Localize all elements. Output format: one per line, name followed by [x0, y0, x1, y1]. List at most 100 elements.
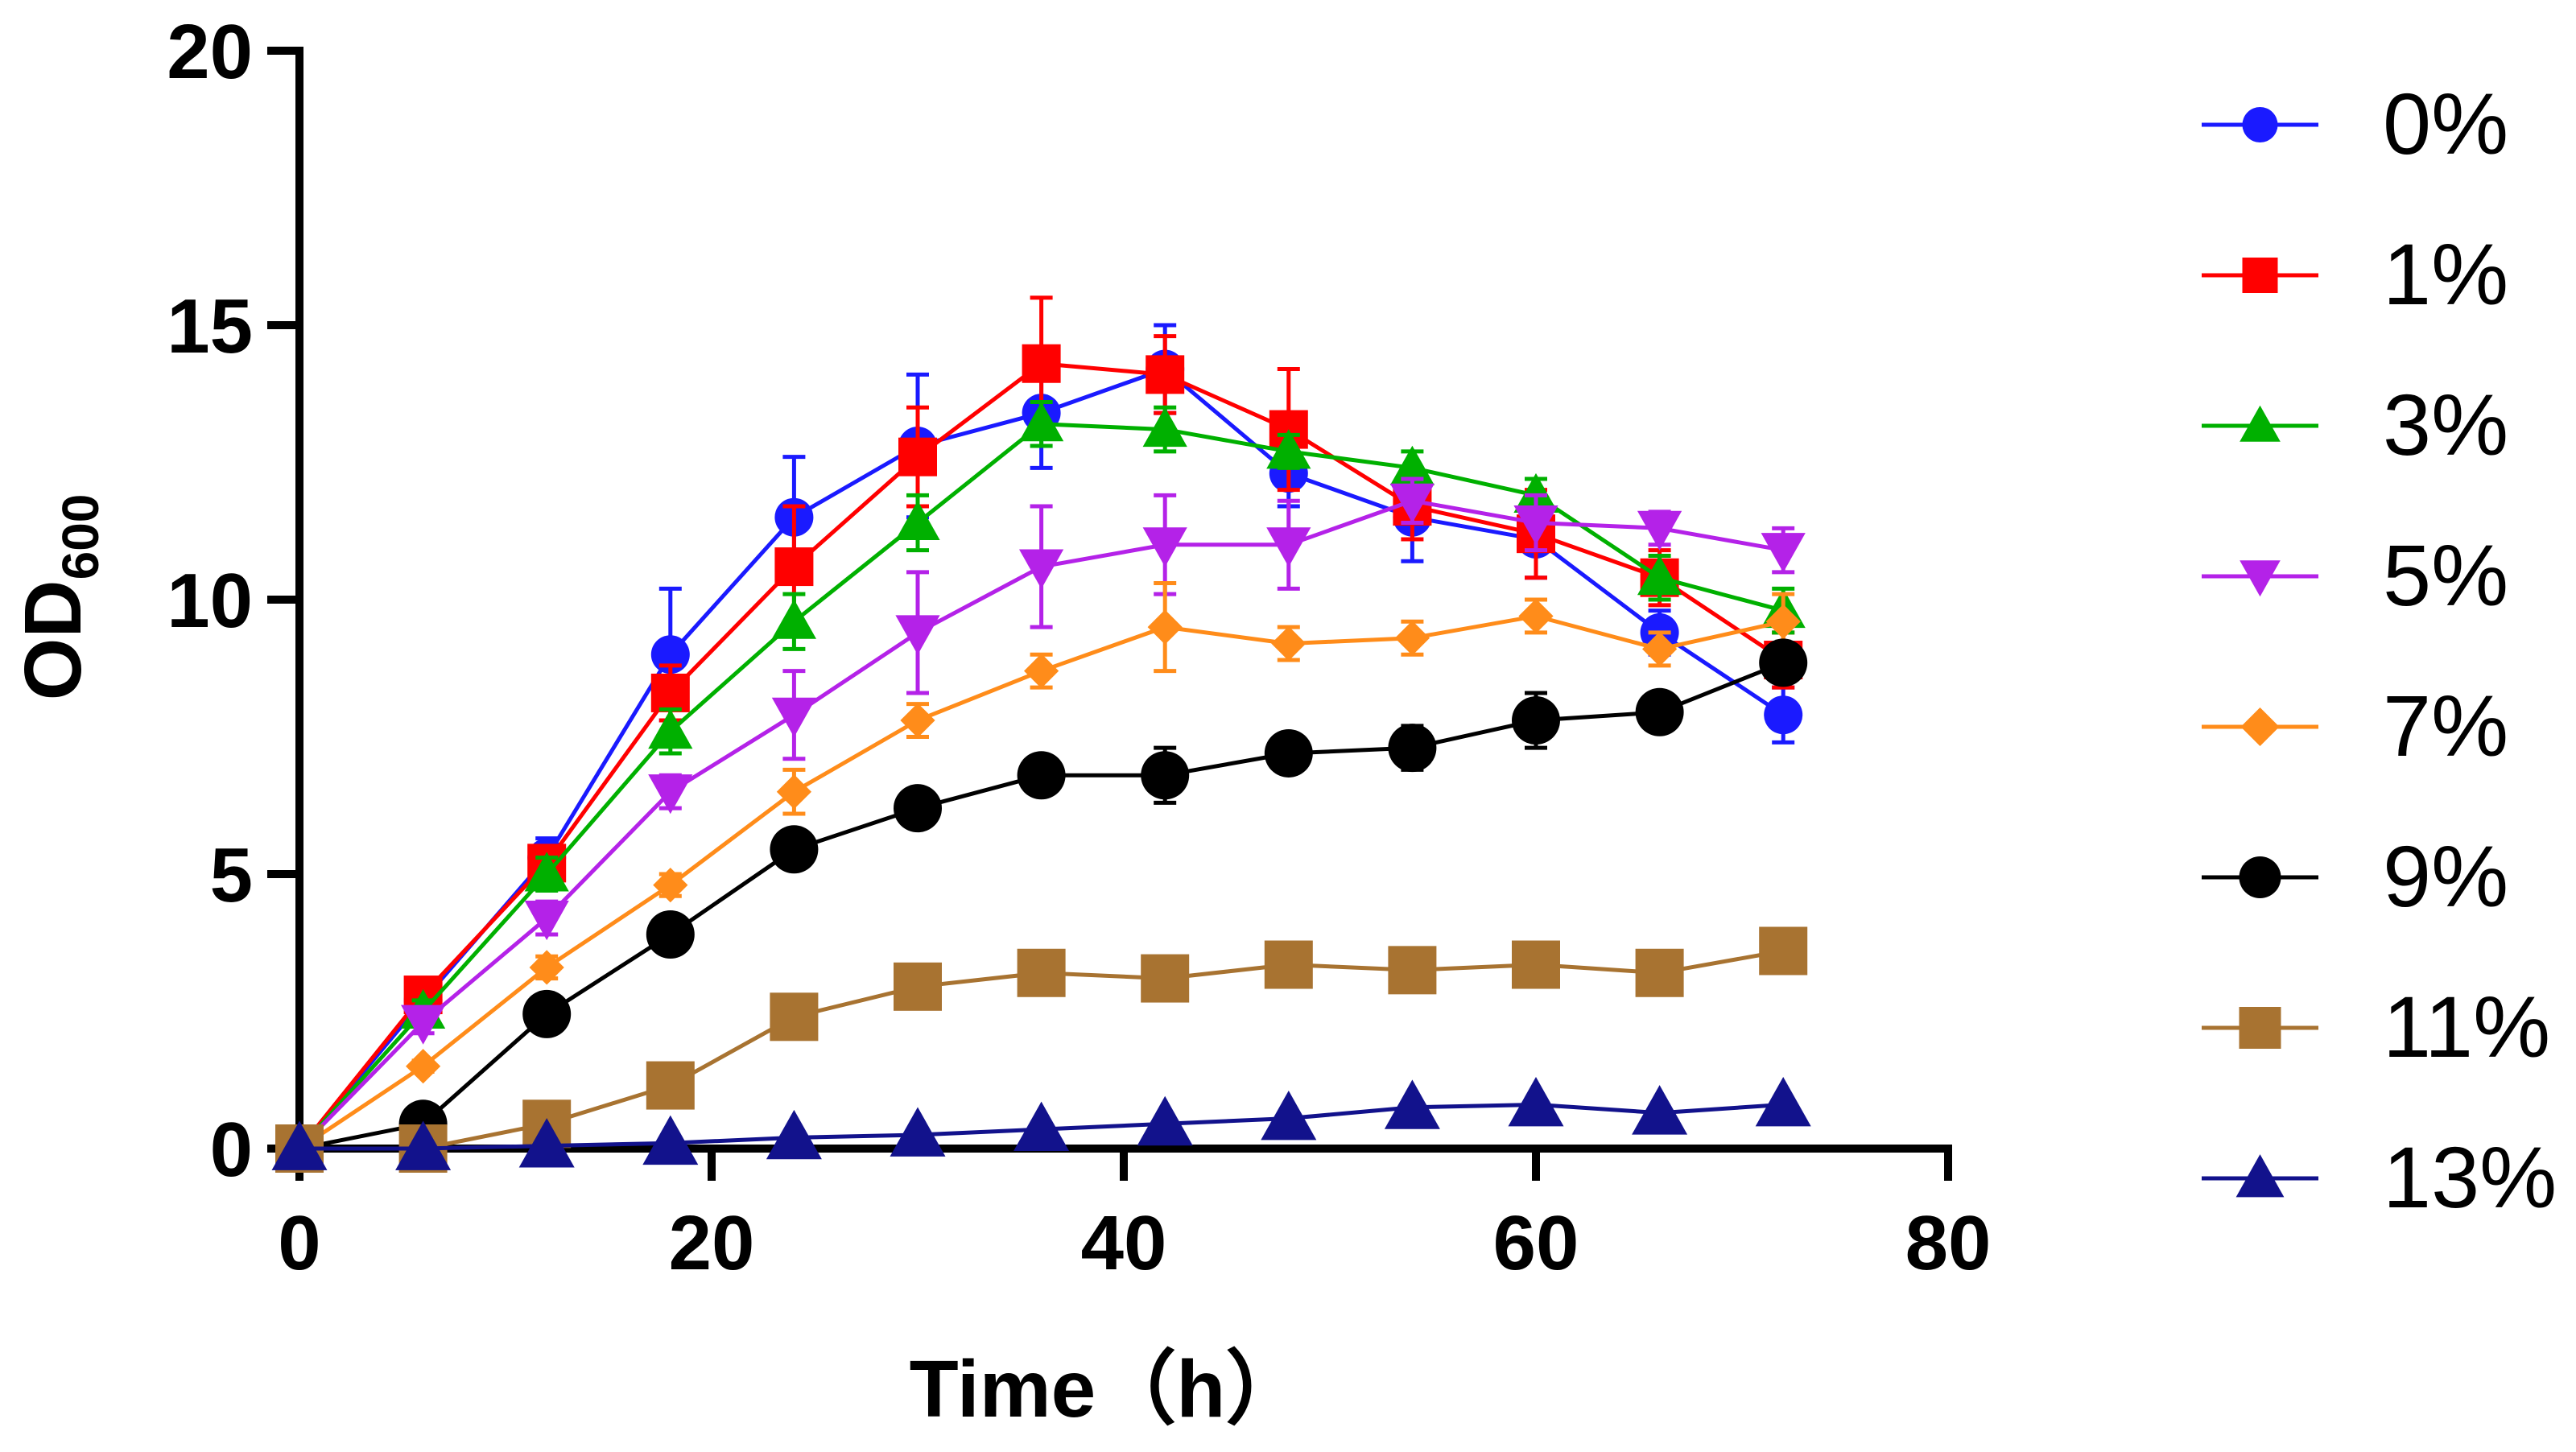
series-13pct	[271, 1076, 1811, 1170]
legend-item: 3%	[2202, 376, 2508, 473]
data-point	[646, 910, 695, 959]
legend-label: 13%	[2383, 1128, 2557, 1226]
data-point	[1022, 344, 1061, 383]
y-axis-title-main: OD	[8, 580, 98, 700]
data-point	[890, 1107, 946, 1157]
legend-label: 7%	[2383, 677, 2508, 774]
legend-marker	[2240, 707, 2280, 746]
data-point	[1141, 954, 1190, 1003]
data-point	[1264, 728, 1313, 778]
data-point	[770, 825, 819, 874]
legend-label: 0%	[2383, 75, 2508, 172]
legend-marker	[2235, 1154, 2285, 1198]
data-point	[646, 1061, 695, 1110]
legend-marker	[2239, 1007, 2281, 1049]
data-point	[1632, 1085, 1688, 1135]
data-point	[895, 615, 940, 655]
legend-label: 3%	[2383, 376, 2508, 473]
data-point	[1761, 533, 1806, 573]
data-point	[1635, 687, 1684, 736]
legend-label: 5%	[2383, 526, 2508, 624]
data-point	[1141, 751, 1190, 800]
legend-item: 7%	[2202, 677, 2508, 774]
legend-label: 9%	[2383, 827, 2508, 925]
y-axis-title-subscript: 600	[52, 494, 109, 580]
data-point	[1264, 940, 1313, 989]
y-tick-label: 0	[210, 1107, 253, 1193]
data-point	[1013, 1101, 1070, 1152]
data-point	[1266, 429, 1311, 469]
data-point	[524, 852, 569, 892]
data-point	[1635, 948, 1684, 997]
data-point	[1137, 1095, 1193, 1146]
data-point	[1024, 654, 1059, 689]
data-point	[1147, 609, 1183, 645]
x-tick-label: 0	[278, 1200, 320, 1286]
legend-item: 0%	[2202, 75, 2508, 172]
data-point	[771, 697, 816, 737]
legend-item: 5%	[2202, 526, 2508, 624]
x-tick-label: 80	[1905, 1200, 1992, 1286]
data-point	[1389, 483, 1435, 523]
data-point	[1513, 505, 1558, 546]
data-point	[1019, 402, 1064, 442]
data-point	[1642, 631, 1678, 666]
data-point	[1513, 472, 1558, 513]
legend-item: 1%	[2202, 225, 2508, 323]
data-point	[522, 989, 572, 1038]
data-point	[1389, 445, 1435, 485]
data-point	[776, 774, 811, 810]
data-point	[271, 1120, 328, 1170]
axes: 0 5 10 15 20 0 20 40 60 80	[167, 9, 1991, 1286]
y-axis-title: OD600	[8, 494, 109, 701]
x-tick-label: 60	[1493, 1200, 1579, 1286]
series-7pct	[282, 581, 1801, 1166]
data-point	[771, 599, 816, 639]
series-0pct	[280, 323, 1803, 1168]
plot-area	[271, 295, 1811, 1173]
data-point	[1384, 1079, 1440, 1129]
data-point	[895, 500, 940, 541]
y-tick-label: 15	[167, 283, 253, 369]
data-point	[1394, 621, 1430, 656]
legend: 0% 1% 3% 5% 7% 9% 11% 13%	[2202, 75, 2557, 1226]
legend-item: 11%	[2202, 978, 2550, 1075]
data-point	[524, 901, 569, 941]
data-point	[1142, 527, 1187, 567]
y-tick-label: 20	[167, 9, 253, 95]
data-point	[1266, 527, 1311, 567]
series-line	[299, 661, 1785, 1151]
data-point	[1017, 948, 1066, 997]
data-point	[1388, 724, 1437, 773]
data-point	[1759, 638, 1808, 687]
data-point	[650, 673, 690, 712]
data-point	[1146, 355, 1185, 394]
data-point	[1764, 695, 1803, 735]
series-line	[298, 614, 1784, 1151]
data-point	[1019, 549, 1064, 589]
legend-item: 9%	[2202, 827, 2508, 925]
data-point	[770, 992, 819, 1042]
data-point	[518, 1118, 575, 1168]
legend-marker	[2242, 258, 2278, 293]
data-point	[1512, 940, 1560, 989]
data-point	[1508, 1076, 1564, 1127]
legend-label: 1%	[2383, 225, 2508, 323]
legend-marker	[2240, 405, 2281, 442]
data-point	[395, 1120, 452, 1170]
data-point	[1512, 696, 1560, 745]
data-point	[1518, 598, 1554, 634]
data-point	[648, 709, 693, 749]
data-point	[774, 547, 814, 587]
data-point	[894, 784, 942, 833]
legend-marker	[2242, 107, 2278, 142]
data-point	[898, 437, 937, 476]
data-point	[642, 1115, 699, 1165]
data-point	[1759, 926, 1808, 976]
data-point	[1637, 510, 1682, 551]
series-5pct	[277, 476, 1806, 1171]
x-tick-label: 20	[669, 1200, 755, 1286]
legend-marker	[2240, 560, 2281, 597]
x-tick-label: 40	[1081, 1200, 1167, 1286]
